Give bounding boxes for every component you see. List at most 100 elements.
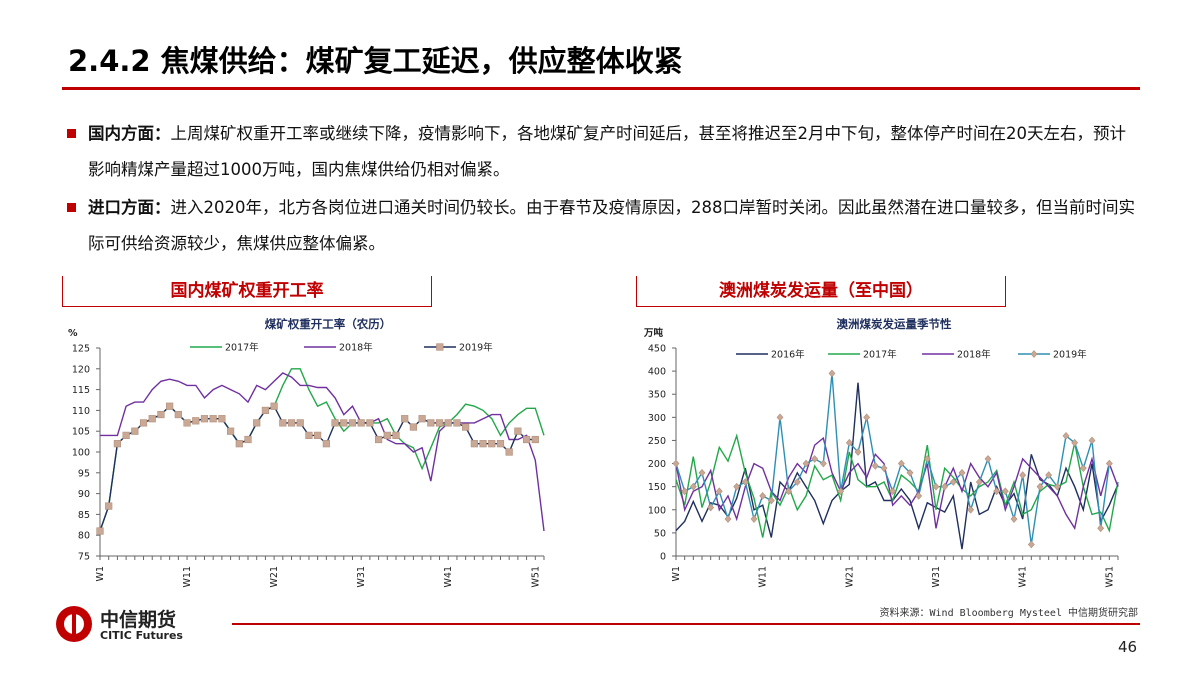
data-point — [531, 435, 539, 444]
data-point — [122, 431, 130, 439]
panel-right-title: 澳洲煤炭发运量（至中国） — [636, 276, 1006, 307]
data-point — [698, 468, 706, 477]
data-point — [522, 435, 531, 444]
data-point — [724, 515, 732, 523]
series-line-2018年 — [100, 372, 545, 532]
data-point — [845, 438, 853, 447]
legend-label: 2017年 — [863, 349, 897, 361]
data-point — [880, 464, 888, 473]
y-tick-label: 100 — [648, 505, 666, 516]
x-tick-label: W11 — [758, 566, 769, 587]
footer-divider — [232, 623, 1140, 625]
data-point — [209, 415, 217, 423]
data-point — [1088, 436, 1096, 445]
data-point — [192, 417, 200, 425]
y-tick-label: 200 — [648, 459, 666, 470]
y-axis-unit: 万吨 — [643, 327, 664, 339]
data-point — [366, 419, 374, 427]
data-point — [166, 402, 174, 410]
data-point — [348, 419, 357, 427]
panel-left-title-text: 国内煤矿权重开工率 — [170, 281, 324, 301]
x-tick-label: W11 — [182, 566, 193, 587]
data-point — [279, 419, 287, 427]
data-point — [427, 419, 435, 427]
data-point — [1010, 515, 1018, 523]
data-point — [462, 423, 470, 431]
data-point — [105, 502, 113, 510]
data-point — [305, 431, 313, 439]
data-point — [871, 462, 879, 470]
chart-title: 煤矿权重开工率（农历） — [265, 317, 392, 331]
data-point — [226, 427, 235, 435]
data-point — [1001, 487, 1009, 496]
data-point — [418, 415, 426, 423]
series-line-2019年 — [675, 373, 1110, 545]
title-divider — [62, 87, 1140, 90]
data-point — [889, 487, 897, 496]
logo-cn-text: 中信期货 — [100, 609, 177, 631]
x-tick-label: W21 — [844, 566, 855, 587]
bullet-square-icon — [67, 203, 76, 212]
bullet-import: 进口方面：进入2020年，北方各岗位进口通关时间仍较长。由于春节及疫情原因，28… — [67, 190, 1138, 262]
data-point — [863, 413, 871, 422]
data-point — [1079, 464, 1087, 473]
y-tick-label: 50 — [654, 528, 666, 539]
data-point — [1045, 471, 1053, 479]
x-tick-label: W51 — [530, 566, 541, 587]
data-point — [1019, 471, 1027, 479]
data-point — [244, 435, 252, 444]
bullet-square-icon — [67, 129, 76, 138]
data-point — [915, 492, 923, 500]
y-tick-label: 105 — [72, 427, 90, 438]
data-point — [505, 448, 513, 456]
data-point — [1062, 431, 1070, 440]
legend-label: 2019年 — [459, 342, 493, 354]
data-point — [967, 505, 975, 514]
data-point — [707, 503, 715, 512]
data-point — [975, 478, 983, 486]
data-point — [819, 459, 827, 468]
data-point — [235, 440, 243, 448]
data-point — [435, 419, 444, 427]
data-point — [174, 410, 182, 419]
logo-en-text: CITIC Futures — [100, 629, 183, 642]
data-point — [1105, 459, 1113, 468]
data-point — [993, 487, 1001, 496]
citic-logo-icon — [56, 606, 92, 642]
data-point — [453, 419, 461, 427]
data-point — [741, 478, 749, 486]
y-tick-label: 110 — [72, 406, 90, 417]
x-tick-label: W31 — [356, 566, 367, 587]
legend-marker — [1030, 350, 1038, 358]
y-tick-label: 400 — [648, 367, 666, 378]
x-tick-label: W31 — [931, 566, 942, 587]
y-tick-label: 450 — [648, 344, 666, 355]
data-point — [715, 487, 723, 496]
data-point — [1027, 540, 1035, 549]
data-point — [383, 431, 391, 439]
y-tick-label: 90 — [78, 489, 90, 500]
data-point — [793, 478, 801, 486]
data-point — [392, 431, 400, 439]
citic-futures-logo: 中信期货 CITIC Futures — [56, 604, 196, 648]
data-point — [183, 419, 191, 427]
data-point — [733, 482, 741, 491]
page-number: 46 — [1118, 638, 1138, 656]
data-point — [759, 492, 767, 500]
data-point — [409, 423, 418, 431]
data-point — [374, 435, 383, 444]
data-point — [496, 440, 505, 448]
source-note: 资料来源：Wind Bloomberg Mysteel 中信期货研究部 — [879, 608, 1138, 619]
y-tick-label: 120 — [72, 364, 90, 375]
y-tick-label: 75 — [78, 552, 90, 563]
data-point — [672, 459, 680, 468]
data-point — [131, 427, 139, 435]
data-point — [681, 487, 689, 496]
data-point — [802, 459, 810, 468]
data-point — [148, 415, 156, 423]
series-line-2017年 — [99, 368, 545, 532]
y-tick-label: 100 — [72, 448, 90, 459]
data-point — [270, 402, 278, 410]
data-point — [253, 419, 261, 427]
